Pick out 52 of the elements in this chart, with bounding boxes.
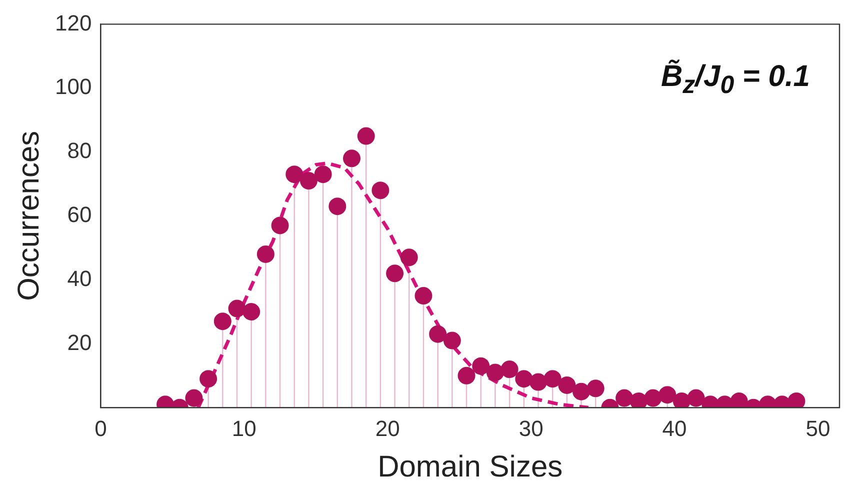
point — [429, 325, 447, 343]
point — [586, 380, 604, 398]
point — [200, 370, 218, 388]
point — [386, 264, 404, 282]
point — [788, 392, 806, 408]
point — [343, 150, 361, 168]
point — [400, 248, 418, 266]
point — [228, 300, 246, 318]
point — [472, 357, 490, 375]
y-tick-label: 100 — [54, 74, 92, 100]
point — [630, 392, 648, 408]
x-tick-label: 10 — [232, 416, 256, 441]
point — [286, 166, 304, 184]
point — [185, 389, 203, 407]
x-tick-label: 30 — [518, 416, 544, 441]
point — [458, 366, 476, 384]
point — [558, 376, 576, 394]
point — [414, 287, 432, 305]
y-tick-label: 20 — [67, 330, 92, 355]
point — [372, 182, 390, 200]
y-tick-label: 120 — [54, 10, 92, 36]
point — [242, 303, 260, 320]
x-tick-label: 0 — [94, 416, 107, 441]
point — [529, 373, 547, 391]
point — [271, 216, 289, 234]
point — [687, 389, 705, 407]
point — [658, 386, 676, 404]
y-tick-label: 60 — [67, 202, 92, 227]
point — [515, 370, 533, 388]
point — [300, 172, 318, 190]
point — [672, 392, 690, 408]
x-tick-label: 20 — [375, 416, 400, 441]
point — [544, 370, 562, 388]
point — [256, 245, 274, 263]
y-tick-label: 40 — [67, 266, 92, 291]
point — [572, 382, 590, 400]
point — [486, 364, 504, 382]
x-tick-label: 40 — [662, 416, 687, 441]
y-axis-title: Occurrences — [12, 130, 46, 301]
y-tick-label: 80 — [67, 138, 92, 164]
point — [616, 389, 634, 407]
x-axis-title: Domain Sizes — [378, 450, 563, 484]
point — [500, 360, 518, 378]
x-tick-label: 50 — [806, 416, 830, 441]
point — [214, 312, 232, 330]
point — [443, 332, 461, 350]
point — [730, 392, 748, 408]
point — [644, 389, 662, 407]
point — [357, 127, 375, 145]
point — [314, 166, 332, 184]
point — [328, 198, 346, 216]
annotation: B̃$_{z}$/J$_{0}$ = 0.1 — [660, 60, 810, 100]
